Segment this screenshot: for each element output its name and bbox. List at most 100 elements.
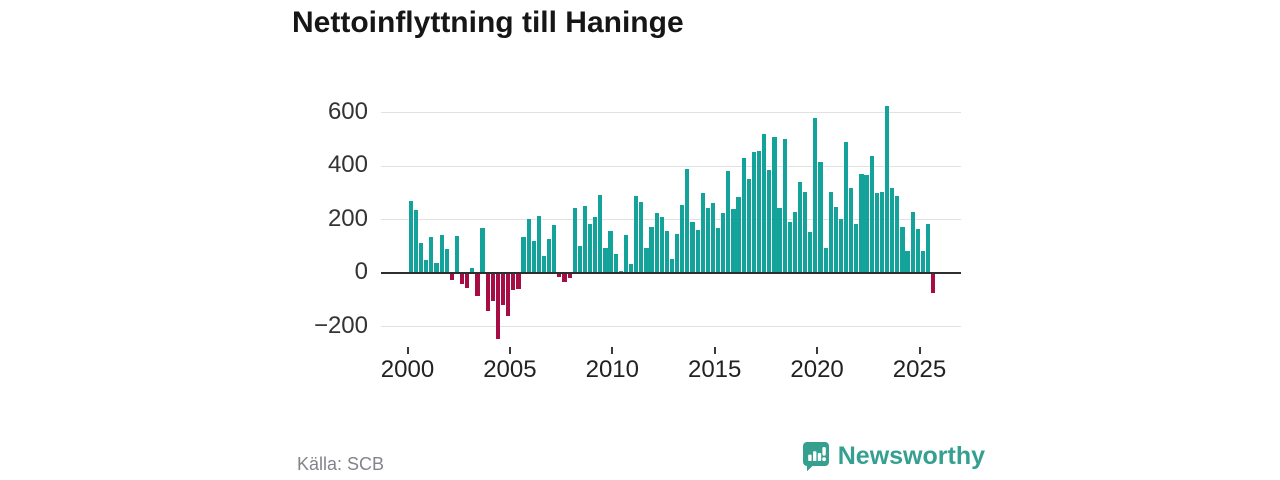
bar [623,235,629,272]
bar [762,134,767,272]
bar [905,250,910,272]
bar [577,246,582,272]
y-axis-label: 200 [327,204,368,232]
bar [485,274,490,311]
gridline [381,165,961,167]
bar [582,206,588,272]
bar [808,231,813,272]
bar [664,230,669,272]
bar [741,157,746,272]
y-axis-label: −200 [313,311,368,339]
bar [541,255,547,272]
bar [593,216,598,272]
bar [849,188,854,272]
bar [413,210,419,272]
bar [562,274,567,283]
bar [618,270,623,272]
bar [460,274,465,284]
x-axis-label: 2000 [380,356,435,383]
x-axis-tick [713,347,716,354]
bar [838,218,844,272]
bar [700,192,705,272]
y-axis-label: 400 [327,150,368,178]
bar [710,202,716,272]
bar [424,259,429,272]
bar [552,225,557,272]
x-axis-label: 2015 [687,356,742,383]
bar [874,193,879,272]
bar [454,235,460,272]
bar [639,202,644,272]
bar [598,195,603,272]
bar [434,262,439,272]
bar [797,182,803,272]
bar [465,274,470,288]
bar [772,136,777,272]
bar [859,174,864,272]
bar [890,188,895,272]
bar [634,195,639,272]
bar [644,247,649,272]
bar [803,192,808,272]
x-axis-label: 2010 [585,356,639,383]
bar [480,227,485,272]
bar [884,106,890,272]
x-axis-tick [611,347,614,354]
bar [879,191,885,272]
bar [864,174,869,272]
bar [531,241,536,272]
bar [721,213,726,272]
newsworthy-branding: Newsworthy [802,441,985,472]
bar [844,141,849,272]
bar [449,274,454,281]
bar [746,179,751,272]
bar [419,242,424,272]
bar [516,274,521,290]
bar [495,274,501,339]
x-axis-tick [508,347,511,354]
source-note: Källa: SCB [297,454,385,474]
bar [659,216,664,272]
bar [787,221,792,272]
bar [547,238,552,272]
bar [439,234,444,272]
zero-axis-line [381,271,961,275]
bar [603,248,608,272]
x-axis-tick [816,347,819,354]
x-axis-label: 2020 [790,356,844,383]
bar [756,150,762,272]
x-axis-tick [918,347,921,354]
bar [490,274,495,302]
chart-title: Nettoinflyttning till Haninge [292,6,684,39]
bar [823,247,828,272]
bar [716,227,721,272]
bar [408,201,413,272]
bar [828,191,833,272]
bar [833,206,838,272]
bar [588,224,593,272]
bar [792,211,797,272]
newsworthy-logo-icon [802,441,830,472]
bar [470,267,475,272]
bar [818,161,823,272]
x-axis-tick [406,347,409,354]
bar [925,224,931,272]
bar [526,218,531,272]
bar [557,274,562,277]
bar [690,222,695,272]
bar [751,151,757,272]
bar [511,274,516,291]
bar [444,249,449,272]
newsworthy-wordmark: Newsworthy [837,442,985,470]
bar [675,234,680,272]
bar [726,171,731,272]
bar [767,169,772,272]
bar [521,237,526,272]
bar [613,254,618,272]
bar [506,274,511,316]
bar [931,274,936,294]
bar [567,274,572,279]
bar [731,208,736,272]
bar [608,230,613,272]
